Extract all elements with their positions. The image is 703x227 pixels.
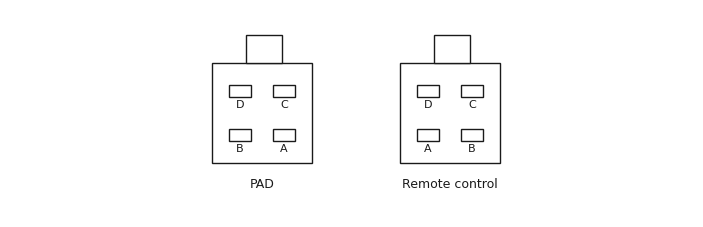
Text: D: D xyxy=(236,100,244,110)
Bar xyxy=(461,85,483,97)
Bar xyxy=(229,85,251,97)
Bar xyxy=(417,85,439,97)
Text: C: C xyxy=(280,100,288,110)
Text: A: A xyxy=(424,144,432,154)
Text: Remote control: Remote control xyxy=(402,178,498,191)
Bar xyxy=(417,129,439,141)
Text: D: D xyxy=(424,100,432,110)
Bar xyxy=(434,35,470,63)
Bar xyxy=(212,63,312,163)
Bar xyxy=(273,129,295,141)
Bar xyxy=(400,63,500,163)
Text: B: B xyxy=(236,144,244,154)
Text: A: A xyxy=(280,144,288,154)
Bar xyxy=(273,85,295,97)
Bar xyxy=(461,129,483,141)
Bar xyxy=(229,129,251,141)
Text: B: B xyxy=(468,144,476,154)
Bar xyxy=(246,35,282,63)
Text: C: C xyxy=(468,100,476,110)
Text: PAD: PAD xyxy=(250,178,274,191)
